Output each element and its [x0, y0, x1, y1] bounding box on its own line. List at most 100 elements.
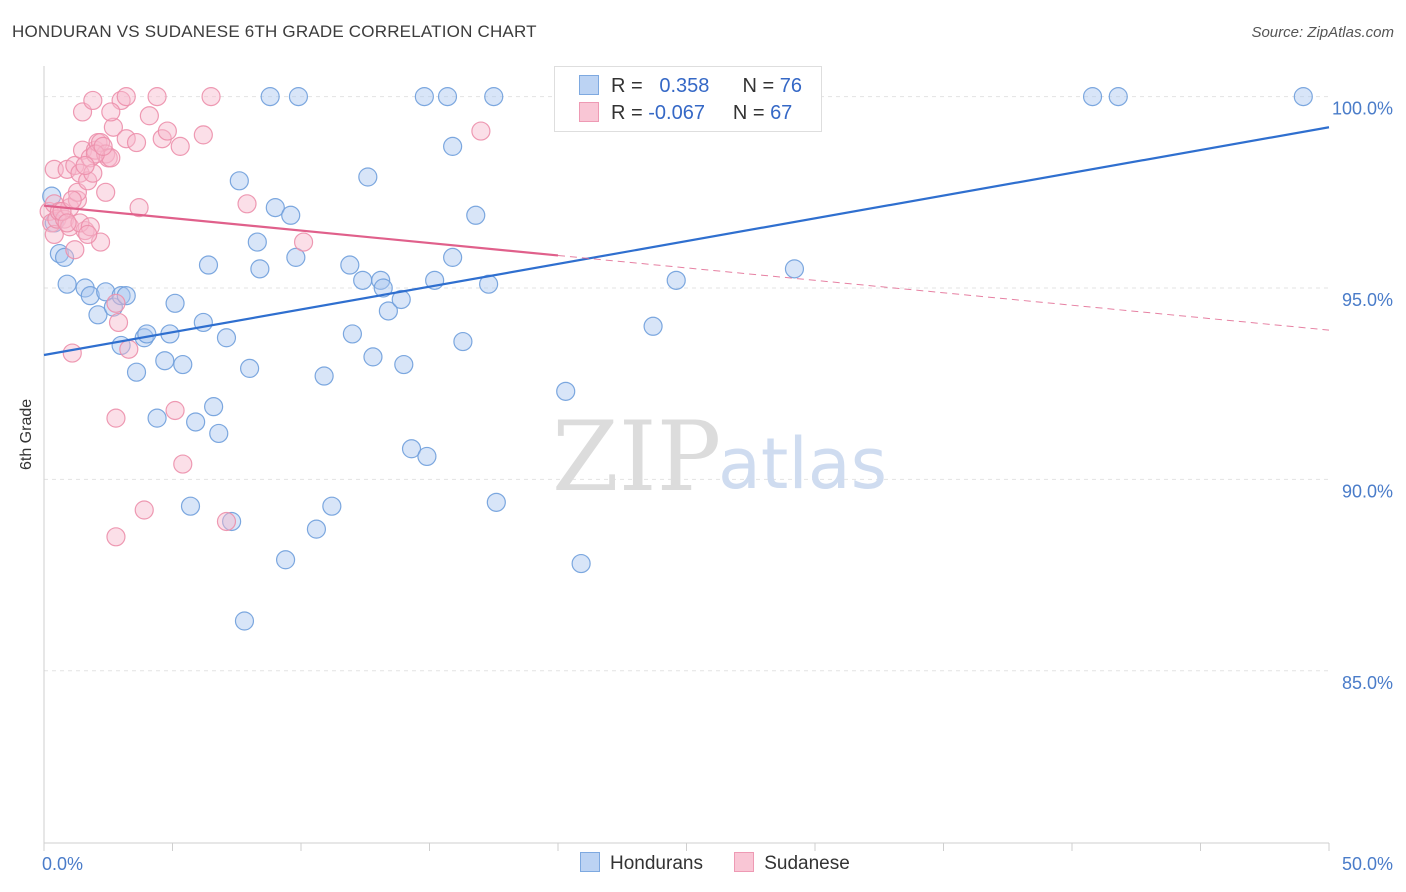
- hondurans-points: [42, 87, 1313, 631]
- honduran-point: [54, 247, 75, 267]
- axes: [43, 66, 1330, 851]
- sudanese-point: [147, 87, 167, 107]
- honduran-point: [275, 550, 296, 570]
- honduran-point: [198, 255, 219, 275]
- honduran-point: [204, 397, 224, 417]
- honduran-point: [358, 167, 378, 187]
- honduran-point: [373, 278, 393, 298]
- sudanese-point: [83, 90, 103, 111]
- honduran-point: [1082, 87, 1103, 107]
- honduran-point: [353, 270, 373, 290]
- sudanese-legend-label: Sudanese: [764, 853, 850, 874]
- legend-n-label: N =: [742, 75, 775, 97]
- legend-item-sudanese: Sudanese: [734, 852, 850, 875]
- sudanese-point: [119, 339, 139, 359]
- honduran-point: [1293, 87, 1313, 107]
- sudanese-point: [293, 232, 314, 252]
- sudanese-point: [471, 121, 491, 141]
- sudanese-point: [108, 312, 129, 333]
- sudanese-point: [78, 224, 98, 245]
- honduran-point: [250, 259, 270, 279]
- sudanese-point: [44, 224, 64, 245]
- sudanese-point: [106, 293, 126, 313]
- tick-labels: 100.0% 95.0% 90.0% 85.0% 0.0% 50.0%: [42, 99, 1393, 874]
- sudanese-point: [116, 129, 136, 149]
- honduran-point: [394, 354, 414, 375]
- honduran-point: [453, 331, 473, 352]
- legend-item-hondurans: Hondurans: [580, 852, 703, 875]
- sudanese-point: [101, 102, 121, 122]
- honduran-point: [260, 87, 280, 107]
- honduran-point: [165, 293, 185, 313]
- sudanese-r-value: -0.067: [648, 102, 705, 124]
- honduran-point: [340, 255, 360, 275]
- sudanese-point: [139, 106, 159, 126]
- honduran-point: [556, 381, 576, 401]
- honduran-point: [80, 286, 100, 306]
- hondurans-trend-line: [43, 126, 1330, 357]
- sudanese-point: [106, 408, 126, 428]
- y-tick-label: 85.0%: [1342, 673, 1393, 693]
- hondurans-swatch: [579, 75, 599, 95]
- sudanese-point: [101, 148, 121, 168]
- sudanese-point: [216, 511, 237, 532]
- honduran-point: [57, 274, 77, 294]
- honduran-point: [466, 205, 486, 225]
- honduran-point: [216, 328, 237, 348]
- watermark-atlas: atlas: [718, 423, 887, 505]
- sudanese-point: [57, 213, 77, 233]
- hondurans-r-value: 0.358: [659, 75, 710, 97]
- chart-title: HONDURAN VS SUDANESE 6TH GRADE CORRELATI…: [12, 22, 537, 41]
- honduran-point: [414, 87, 434, 107]
- sudanese-point: [93, 136, 113, 156]
- honduran-point: [234, 611, 255, 631]
- honduran-point: [443, 136, 463, 156]
- honduran-point: [247, 232, 267, 252]
- sudanese-point: [62, 190, 82, 210]
- sudanese-point: [237, 194, 257, 214]
- hondurans-legend-swatch: [580, 852, 600, 872]
- honduran-point: [342, 324, 362, 344]
- correlation-legend: R = 0.358 N = 76 R = -0.067 N = 67: [554, 66, 822, 132]
- honduran-point: [643, 316, 663, 336]
- honduran-point: [240, 358, 260, 378]
- honduran-point: [42, 186, 62, 206]
- legend-row-hondurans: R = 0.358 N = 76: [579, 75, 802, 99]
- honduran-point: [286, 247, 306, 267]
- honduran-point: [49, 243, 70, 264]
- honduran-point: [443, 247, 463, 267]
- y-tick-label: 90.0%: [1342, 481, 1393, 501]
- honduran-point: [116, 286, 136, 306]
- x-tick-label: 50.0%: [1342, 854, 1393, 874]
- honduran-point: [666, 270, 686, 290]
- sudanese-point: [129, 198, 149, 218]
- sudanese-point: [80, 217, 100, 237]
- honduran-point: [88, 305, 108, 325]
- hondurans-n-value: 76: [779, 75, 802, 97]
- sudanese-legend-swatch: [734, 852, 755, 872]
- honduran-point: [155, 351, 175, 371]
- trend-lines: [43, 126, 1330, 357]
- honduran-point: [322, 496, 342, 516]
- honduran-point: [222, 511, 242, 532]
- sudanese-point: [134, 500, 154, 520]
- sudanese-point: [96, 182, 116, 202]
- honduran-point: [571, 553, 591, 574]
- honduran-point: [229, 171, 249, 191]
- honduran-point: [265, 198, 285, 218]
- sudanese-point: [65, 240, 85, 260]
- legend-r-label: R =: [611, 102, 643, 124]
- hondurans-legend-label: Hondurans: [610, 853, 703, 874]
- honduran-point: [363, 347, 383, 367]
- watermark: ZIP atlas: [552, 401, 887, 513]
- sudanese-trend-extension: [557, 254, 1330, 331]
- honduran-point: [417, 446, 437, 467]
- sudanese-point: [62, 343, 82, 363]
- sudanese-point: [165, 400, 185, 421]
- sudanese-point: [116, 87, 136, 107]
- legend-r-label: R =: [611, 75, 643, 97]
- y-tick-label: 95.0%: [1342, 290, 1393, 310]
- sudanese-point: [106, 527, 126, 547]
- honduran-point: [209, 423, 229, 444]
